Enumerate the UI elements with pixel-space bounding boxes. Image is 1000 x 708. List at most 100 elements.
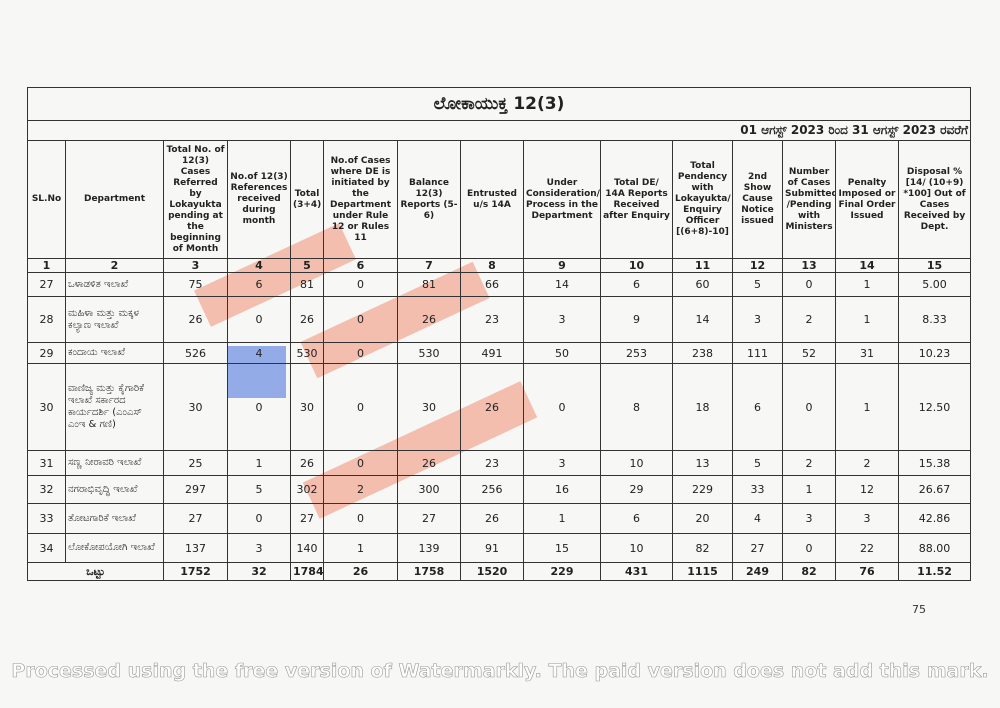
- cell: 111: [732, 342, 783, 364]
- cell: 137: [163, 533, 228, 563]
- date-row: 01 ಆಗಸ್ಟ್ 2023 ರಿಂದ 31 ಆಗಸ್ಟ್ 2023 ರವರೆಗ…: [26, 120, 972, 141]
- column-number: 4: [227, 258, 291, 273]
- cell: 20: [672, 503, 733, 534]
- total-cell: 32: [227, 562, 291, 581]
- cell: 26: [460, 363, 524, 451]
- cell: 530: [397, 342, 461, 364]
- cell: 1: [323, 533, 398, 563]
- cell: 10: [600, 450, 673, 476]
- column-header: Total (3+4): [290, 140, 324, 259]
- cell: 3: [732, 296, 783, 343]
- cell: 13: [672, 450, 733, 476]
- column-header: Total No. of 12(3) Cases Referred by Lok…: [163, 140, 228, 259]
- cell: 27: [732, 533, 783, 563]
- department: ಲೋಕೋಪಯೋಗಿ ಇಲಾಖೆ: [65, 533, 164, 563]
- cell: 30: [163, 363, 228, 451]
- cell: 6: [227, 272, 291, 297]
- cell: 30: [397, 363, 461, 451]
- cell: 5: [227, 475, 291, 504]
- cell: 82: [672, 533, 733, 563]
- cell: 14: [672, 296, 733, 343]
- total-label: ಒಟ್ಟು: [27, 562, 164, 581]
- page-number: 75: [912, 603, 926, 616]
- column-number: 6: [323, 258, 398, 273]
- cell: 238: [672, 342, 733, 364]
- total-cell: 11.52: [897, 562, 972, 581]
- cell: 0: [523, 363, 601, 451]
- data-row: 31 ಸಣ್ಣ ನೀರಾವರಿ ಇಲಾಖೆ 25 1 26 0 26 23 3 10 13 5 2 2 15…: [27, 450, 972, 476]
- cell: 1: [227, 450, 291, 476]
- cell: 4: [227, 342, 291, 364]
- data-table: ಲೋಕಾಯುಕ್ತ 12(3) 01 ಆಗಸ್ಟ್ 2023 ರಿಂದ 31 ಆಗ…: [26, 87, 972, 581]
- data-row: 29 ಕಂದಾಯ ಇಲಾಖೆ 526 4 530 0 530 491 50 253 238 111 52…: [27, 342, 972, 364]
- cell: 140: [290, 533, 324, 563]
- cell: 16: [523, 475, 601, 504]
- total-cell: 249: [732, 562, 783, 581]
- cell: 26: [290, 296, 324, 343]
- cell: 29: [600, 475, 673, 504]
- cell: 10.23: [897, 342, 972, 364]
- cell: 27: [397, 503, 461, 534]
- column-number: 11: [672, 258, 733, 273]
- column-number: 10: [600, 258, 673, 273]
- department: ತೋಟಗಾರಿಕೆ ಇಲಾಖೆ: [65, 503, 164, 534]
- column-number-row: 1 2 3 4 5 6 7 8 9 10 11 12 13 14 15: [27, 258, 972, 273]
- total-cell: 1752: [163, 562, 228, 581]
- cell: 8.33: [897, 296, 972, 343]
- total-cell: 76: [835, 562, 899, 581]
- cell: 0: [323, 503, 398, 534]
- cell: 91: [460, 533, 524, 563]
- cell: 25: [163, 450, 228, 476]
- cell: 30: [290, 363, 324, 451]
- cell: 1: [835, 296, 899, 343]
- total-cell: 1115: [672, 562, 733, 581]
- cell: 3: [523, 450, 601, 476]
- total-cell: 1758: [397, 562, 461, 581]
- cell: 3: [523, 296, 601, 343]
- cell: 491: [460, 342, 524, 364]
- cell: 12.50: [897, 363, 972, 451]
- department: ಒಳಾಡಳಿತ ಇಲಾಖೆ: [65, 272, 164, 297]
- cell: 0: [323, 272, 398, 297]
- cell: 32: [27, 475, 66, 504]
- column-number: 5: [290, 258, 324, 273]
- cell: 18: [672, 363, 733, 451]
- column-header: SL.No: [27, 140, 66, 259]
- cell: 15: [523, 533, 601, 563]
- cell: 4: [732, 503, 783, 534]
- cell: 27: [163, 503, 228, 534]
- cell: 26.67: [897, 475, 972, 504]
- cell: 0: [782, 533, 836, 563]
- cell: 297: [163, 475, 228, 504]
- cell: 1: [782, 475, 836, 504]
- cell: 6: [600, 503, 673, 534]
- cell: 2: [323, 475, 398, 504]
- cell: 50: [523, 342, 601, 364]
- cell: 26: [460, 503, 524, 534]
- cell: 42.86: [897, 503, 972, 534]
- cell: 0: [782, 363, 836, 451]
- column-header: Balance 12(3) Reports (5-6): [397, 140, 461, 259]
- watermark: Processed using the free version of Wate…: [11, 660, 989, 683]
- cell: 3: [782, 503, 836, 534]
- cell: 81: [290, 272, 324, 297]
- column-number: 8: [460, 258, 524, 273]
- cell: 26: [397, 450, 461, 476]
- cell: 22: [835, 533, 899, 563]
- data-row: 27 ಒಳಾಡಳಿತ ಇಲಾಖೆ 75 6 81 0 81 66 14 6 60 5 0 1 5.00: [27, 272, 972, 297]
- cell: 29: [27, 342, 66, 364]
- cell: 1: [835, 363, 899, 451]
- department: ಮಹಿಳಾ ಮತ್ತು ಮಕ್ಕಳ ಕಲ್ಯಾಣ ಇಲಾಖೆ: [65, 296, 164, 343]
- data-row: 34 ಲೋಕೋಪಯೋಗಿ ಇಲಾಖೆ 137 3 140 1 139 91 15 10 82 27 0 2…: [27, 533, 972, 563]
- cell: 229: [672, 475, 733, 504]
- cell: 0: [323, 363, 398, 451]
- cell: 27: [290, 503, 324, 534]
- total-cell: 431: [600, 562, 673, 581]
- department: ಕಂದಾಯ ಇಲಾಖೆ: [65, 342, 164, 364]
- department: ವಾಣಿಜ್ಯ ಮತ್ತು ಕೈಗಾರಿಕೆ ಇಲಾಖೆ ಸರ್ಕಾರದ ಕಾರ…: [65, 363, 164, 451]
- column-header: No.of Cases where DE is initiated by the…: [323, 140, 398, 259]
- cell: 253: [600, 342, 673, 364]
- cell: 0: [227, 363, 291, 451]
- cell: 75: [163, 272, 228, 297]
- department: ನಗರಾಭಿವೃದ್ಧಿ ಇಲಾಖೆ: [65, 475, 164, 504]
